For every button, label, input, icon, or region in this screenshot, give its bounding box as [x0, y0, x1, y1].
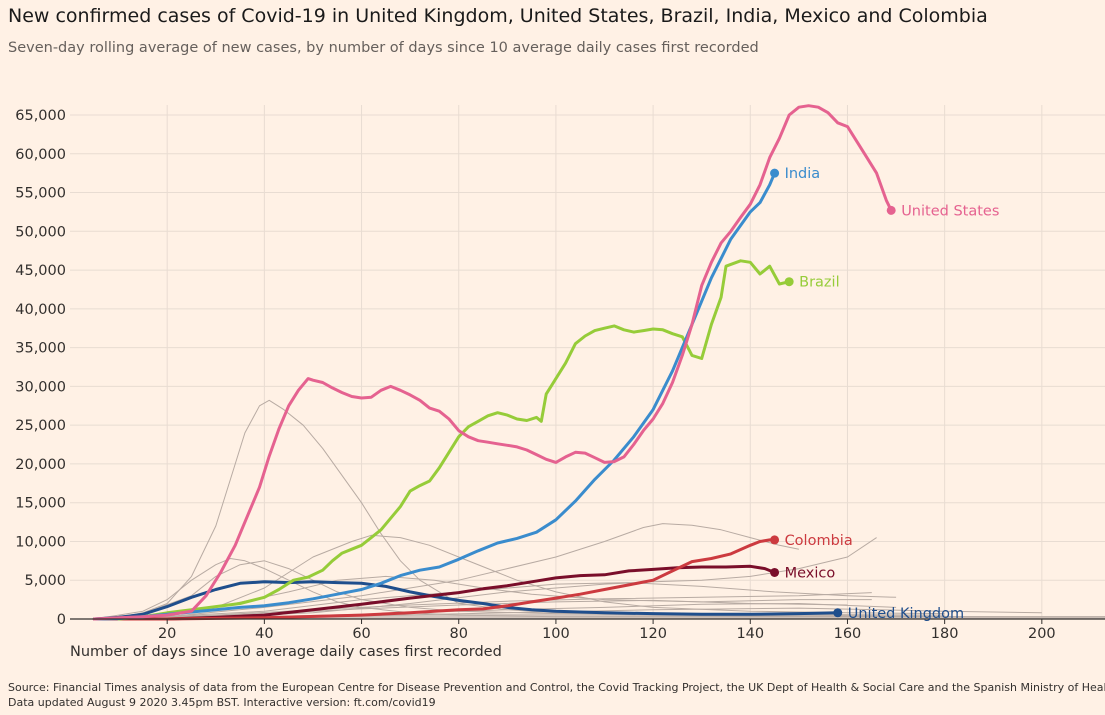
y-tick-label: 5,000 — [24, 573, 66, 589]
chart-subtitle: Seven-day rolling average of new cases, … — [8, 40, 759, 56]
x-tick-label: 140 — [736, 626, 764, 642]
background-country-lines — [94, 399, 1105, 620]
background-country-line — [118, 534, 945, 620]
series-end-dot-india — [770, 168, 780, 178]
y-tick-label: 10,000 — [15, 534, 66, 550]
y-tick-label: 50,000 — [15, 224, 66, 240]
series-label-mexico: Mexico — [785, 565, 836, 581]
y-tick-label: 15,000 — [15, 496, 66, 512]
series-line-india — [92, 171, 777, 621]
series-line-brazil — [117, 259, 791, 621]
y-tick-label: 60,000 — [15, 147, 66, 163]
series-label-united-kingdom: United Kingdom — [848, 606, 964, 622]
y-tick-label: 45,000 — [15, 263, 66, 279]
data-updated-line: Data updated August 9 2020 3.45pm BST. I… — [8, 696, 436, 709]
series-end-dot-mexico — [770, 567, 780, 577]
x-tick-label: 120 — [639, 626, 667, 642]
series-line-colombia — [92, 538, 777, 621]
axes: 0 5,000 10,000 15,000 20,000 25,000 30,000 35,0… — [15, 108, 1105, 642]
highlighted-series — [92, 104, 893, 621]
chart-title: New confirmed cases of Covid-19 in Unite… — [8, 5, 988, 27]
x-tick-label: 40 — [255, 626, 273, 642]
y-tick-label: 65,000 — [15, 108, 66, 124]
x-tick-label: 20 — [158, 626, 176, 642]
background-country-line — [142, 523, 799, 620]
x-tick-label: 80 — [450, 626, 468, 642]
series-line-mexico — [92, 564, 777, 621]
series-label-colombia: Colombia — [785, 533, 853, 549]
series-label-india: India — [785, 166, 821, 182]
series-label-brazil: Brazil — [799, 275, 839, 291]
background-country-line — [94, 399, 1105, 620]
y-tick-label: 25,000 — [15, 418, 66, 434]
background-country-line — [118, 592, 872, 620]
y-tick-label: 0 — [57, 612, 66, 628]
grid-lines — [70, 105, 1105, 619]
series-line-united-kingdom — [92, 580, 840, 621]
source-line: Source: Financial Times analysis of data… — [8, 681, 1105, 694]
y-tick-label: 40,000 — [15, 302, 66, 318]
background-country-line — [118, 582, 897, 620]
x-tick-label: 160 — [834, 626, 862, 642]
x-tick-label: 200 — [1028, 626, 1056, 642]
series-line-united-states — [92, 104, 893, 621]
series-labels: United States India Brazil Colombia Mexico Un… — [770, 166, 999, 622]
x-tick-label: 60 — [352, 626, 370, 642]
series-end-dot-united-states — [886, 205, 896, 215]
background-country-line — [118, 575, 872, 620]
y-tick-label: 30,000 — [15, 379, 66, 395]
x-axis-label: Number of days since 10 average daily ca… — [70, 644, 502, 660]
series-end-dot-colombia — [770, 535, 780, 545]
y-tick-label: 35,000 — [15, 341, 66, 357]
series-end-dot-united-kingdom — [833, 608, 843, 618]
y-tick-label: 20,000 — [15, 457, 66, 473]
source-note: Source: Financial Times analysis of data… — [8, 680, 1105, 710]
series-label-united-states: United States — [901, 203, 999, 219]
y-tick-label: 55,000 — [15, 186, 66, 202]
series-end-dot-brazil — [784, 277, 794, 287]
x-tick-label: 180 — [931, 626, 959, 642]
x-tick-label: 100 — [542, 626, 570, 642]
background-country-line — [94, 558, 1105, 620]
